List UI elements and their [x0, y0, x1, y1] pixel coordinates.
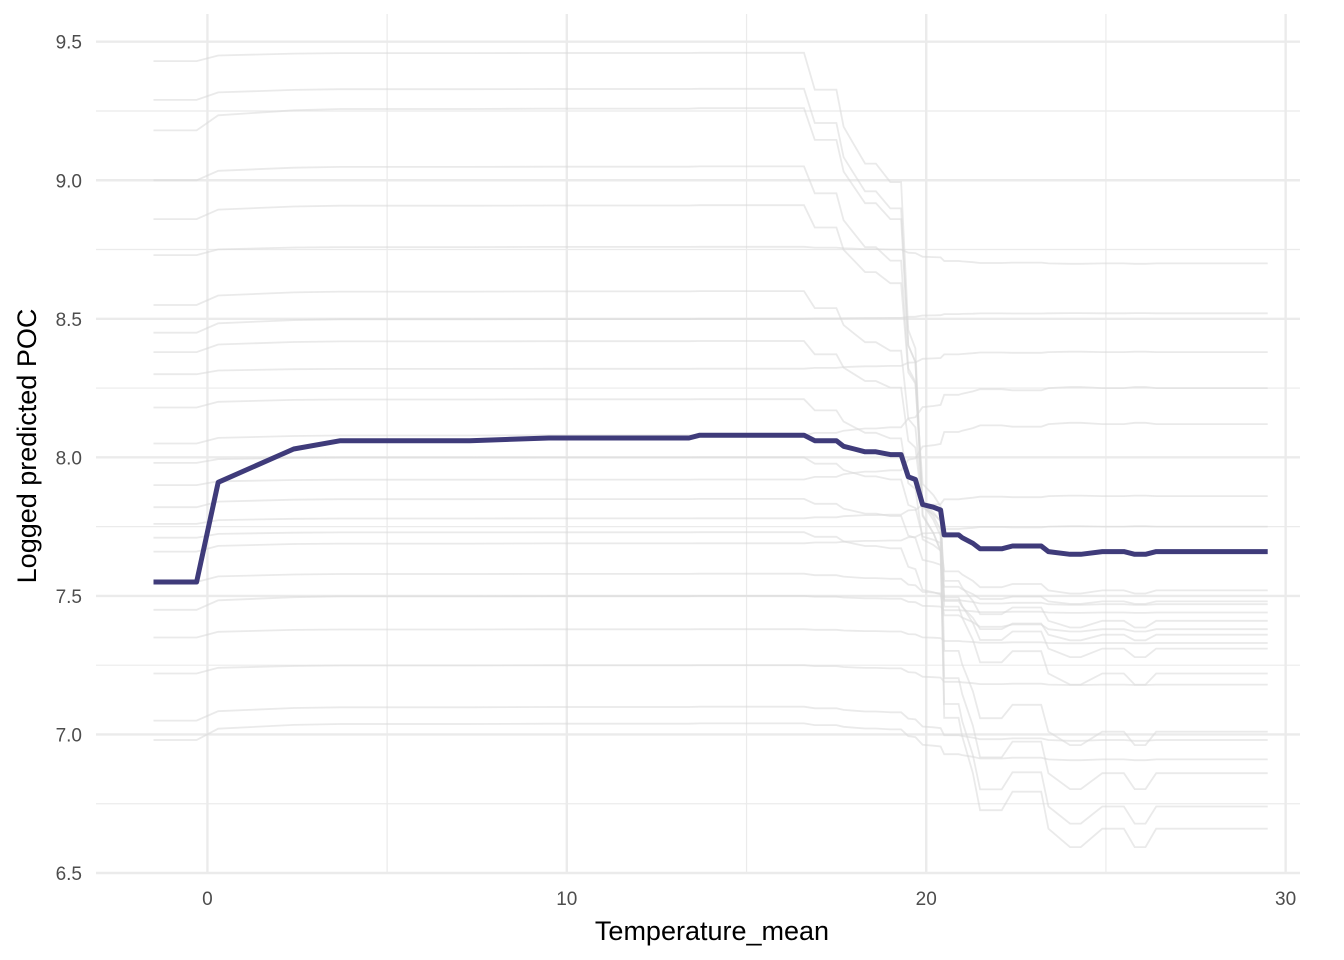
x-axis-title: Temperature_mean	[595, 916, 829, 946]
y-tick-label: 8.0	[56, 448, 82, 469]
ice-line	[153, 245, 1268, 265]
ice-line	[153, 204, 1268, 686]
x-tick-label: 30	[1275, 889, 1296, 910]
ice-line	[153, 595, 1268, 614]
average-curve	[153, 432, 1268, 585]
ice-curves	[153, 51, 1268, 848]
minor-gridlines	[96, 14, 1300, 873]
ice-line	[153, 664, 1268, 686]
ice-line	[153, 531, 1268, 633]
ice-line	[153, 421, 1268, 487]
ice-line	[153, 312, 1268, 334]
x-axis-ticks: 0 10 20 30	[202, 889, 1296, 910]
ice-line	[153, 456, 1268, 595]
ice-line	[153, 525, 1268, 553]
ice-line	[153, 107, 1268, 790]
y-tick-label: 8.5	[56, 310, 82, 331]
y-tick-label: 9.5	[56, 33, 82, 54]
ice-line	[153, 51, 1268, 848]
x-tick-label: 20	[916, 889, 937, 910]
x-tick-label: 0	[202, 889, 213, 910]
ice-line	[153, 350, 1268, 376]
y-axis-ticks: 6.5 7.0 7.5 8.0 8.5 9.0 9.5	[56, 33, 82, 885]
y-axis-title: Logged predicted POC	[12, 309, 42, 584]
ice-line	[153, 722, 1268, 762]
major-gridlines	[96, 14, 1300, 875]
y-tick-label: 9.0	[56, 171, 82, 192]
y-tick-label: 7.5	[56, 587, 82, 608]
ice-line	[153, 87, 1268, 825]
ice-line	[153, 398, 1268, 642]
ice-line	[153, 165, 1268, 746]
ice-line	[153, 386, 1268, 445]
average-line	[153, 432, 1268, 585]
ice-line	[153, 628, 1268, 645]
y-tick-label: 7.0	[56, 725, 82, 746]
ice-line	[153, 705, 1268, 742]
ice-line	[153, 340, 1268, 629]
x-tick-label: 10	[556, 889, 577, 910]
ice-line	[153, 572, 1268, 606]
y-tick-label: 6.5	[56, 864, 82, 885]
ice-line	[153, 497, 1268, 605]
